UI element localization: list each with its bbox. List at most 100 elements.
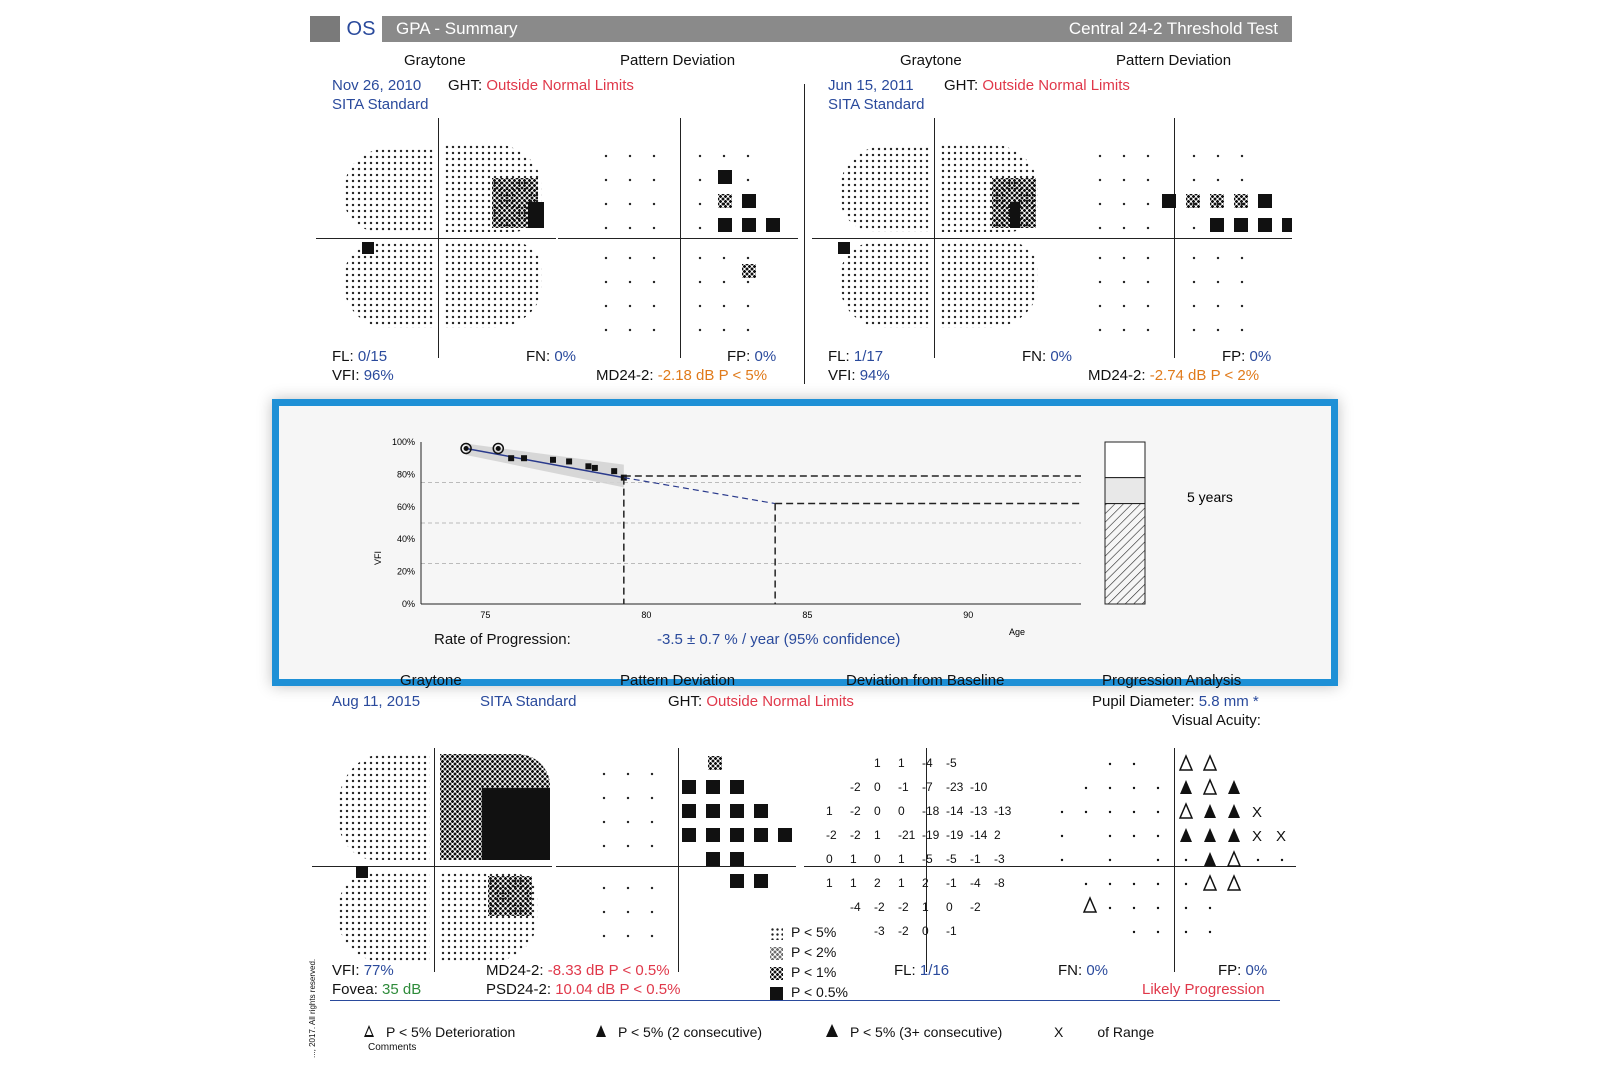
normal-point (1108, 882, 1112, 886)
test-name: Central 24-2 Threshold Test (1068, 19, 1278, 38)
open-triangle-icon (1202, 778, 1218, 795)
exam3-pd-cell-p05 (778, 828, 792, 842)
exam3-baseline-label: Deviation from Baseline (846, 672, 1005, 689)
y-tick-label: 40% (397, 534, 415, 544)
baseline-value: 1 (922, 900, 929, 914)
exam1-fn: FN: 0% (526, 348, 576, 365)
exam2-pattern-plot (1052, 118, 1292, 358)
exam3-progression-plot: X X X (1050, 748, 1296, 972)
exam2-md: MD24-2: -2.74 dB P < 2% (1088, 367, 1259, 384)
normal-point (1156, 858, 1160, 862)
exam2-vfi-label: VFI: (828, 367, 856, 384)
exam3-graytone-v-axis (434, 748, 435, 972)
exam2-ght-label: GHT: (944, 77, 979, 94)
exam2-graytone-dense-defect (1010, 202, 1020, 228)
exam3-fn: FN: 0% (1058, 962, 1108, 979)
solid-triangle-icon (1204, 828, 1216, 842)
exam3-pd-cell-p05 (682, 804, 696, 818)
normal-point (1184, 930, 1188, 934)
pd-legend-label: P < 2% (791, 944, 837, 960)
exam1-pd-cell-p05 (742, 218, 756, 232)
exam3-fl-label: FL: (894, 962, 916, 979)
exam3-baseline-v-axis (926, 748, 927, 972)
exam2-pd-cell-p1 (1234, 194, 1248, 208)
baseline-value: -1 (946, 924, 957, 938)
half-triangle-icon (1202, 874, 1218, 891)
normal-point (1184, 906, 1188, 910)
baseline-value: -2 (874, 900, 885, 914)
baseline-value: -3 (994, 852, 1005, 866)
exam3-fl: FL: 1/16 (894, 962, 949, 979)
solid-triangle-icon (1204, 852, 1216, 866)
y-tick-label: 60% (397, 502, 415, 512)
baseline-value: -4 (970, 876, 981, 890)
half-triangle-icon (1226, 850, 1242, 867)
exam1-date: Nov 26, 2010 (332, 77, 422, 94)
exam2-pattern-v-axis (1174, 118, 1175, 358)
exam3-vfi: VFI: 77% (332, 962, 394, 979)
baseline-value: -13 (994, 804, 1012, 818)
exam2-pattern-quad-ul (1088, 144, 1166, 232)
exam3-pd-cell-p05 (682, 828, 696, 842)
data-point (566, 458, 573, 465)
exam1-fp: FP: 0% (727, 348, 776, 365)
exam2-pattern-quad-ll (1088, 246, 1166, 334)
y-tick-label: 100% (392, 437, 415, 447)
exam3-graytone-dense-defect (482, 788, 550, 860)
exam1-pd-cell-p05 (718, 170, 732, 184)
normal-point (1084, 882, 1088, 886)
footer-legend-item-2: P < 5% (2 consecutive) (596, 1024, 762, 1040)
normal-point (1256, 858, 1260, 862)
exam3-graytone-h-axis (312, 866, 552, 867)
exam3-pd-cell-p05 (730, 780, 744, 794)
exam1-md-label: MD24-2: (596, 367, 654, 384)
baseline-value: 0 (922, 924, 929, 938)
baseline-value: 1 (826, 804, 833, 818)
baseline-value: -2 (850, 804, 861, 818)
baseline-value: -8 (994, 876, 1005, 890)
exam1-pattern-plot (558, 118, 798, 358)
exam1-fp-value: 0% (754, 348, 777, 365)
out-of-range-icon: X (1252, 804, 1262, 821)
exam3-pupil: Pupil Diameter: 5.8 mm * (1092, 693, 1259, 710)
exam2-graytone-label: Graytone (900, 52, 962, 69)
chart-y-axis-label: VFI (373, 551, 383, 565)
baseline-value: 1 (874, 756, 881, 770)
x-tick-label: 90 (963, 610, 973, 620)
baseline-value: -14 (970, 828, 988, 842)
report-header: OS GPA - Summary Central 24-2 Threshold … (310, 16, 1292, 42)
regression-line (465, 447, 624, 479)
exam3-pd-cell-p05 (754, 804, 768, 818)
solid-triangle-icon (1228, 780, 1240, 794)
exam1-md: MD24-2: -2.18 dB P < 5% (596, 367, 767, 384)
baseline-value: -2 (826, 828, 837, 842)
open-triangle-icon (1178, 754, 1194, 771)
x-tick-label: 75 (480, 610, 490, 620)
exam3-pd-cell-p05 (706, 804, 720, 818)
exam3-md-label: MD24-2: (486, 962, 544, 979)
exam2-blind-spot (838, 242, 850, 254)
exam2-fl-label: FL: (828, 348, 850, 365)
exam2-graytone-v-axis (934, 118, 935, 358)
exam1-pattern-quad-lr (688, 246, 766, 334)
exam1-graytone-quad-ul (344, 148, 434, 232)
exam2-fn: FN: 0% (1022, 348, 1072, 365)
y-tick-label: 0% (402, 599, 415, 609)
exam2-pd-cell-p05 (1210, 218, 1224, 232)
exam2-md-label: MD24-2: (1088, 367, 1146, 384)
legend-label: P < 5% (3+ consecutive) (850, 1024, 1003, 1040)
exam1-ght-label: GHT: (448, 77, 483, 94)
exam2-graytone-quad-ul (840, 146, 930, 232)
exam3-pupil-value: 5.8 mm * (1198, 693, 1259, 710)
normal-point (1132, 810, 1136, 814)
data-point (550, 456, 556, 463)
exam1-pattern-h-axis (558, 238, 798, 239)
exam2-vfi-value: 94% (859, 367, 890, 384)
baseline-point-center (495, 445, 501, 451)
data-point (585, 463, 592, 470)
open-triangle-icon (1226, 874, 1242, 891)
half-triangle-icon (596, 1025, 606, 1037)
progression-symbols: X X X (1060, 754, 1286, 934)
exam-divider (804, 84, 805, 384)
eye-label: OS (340, 16, 382, 42)
